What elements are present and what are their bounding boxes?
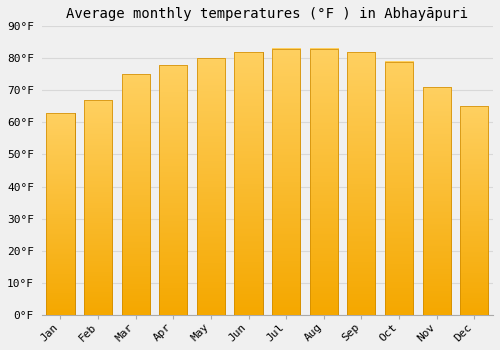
Bar <box>159 65 188 315</box>
Bar <box>422 87 450 315</box>
Bar <box>234 52 262 315</box>
Bar <box>460 106 488 315</box>
Bar <box>84 100 112 315</box>
Bar <box>122 74 150 315</box>
Bar <box>348 52 376 315</box>
Bar <box>385 62 413 315</box>
Bar <box>46 113 74 315</box>
Bar <box>348 52 376 315</box>
Bar <box>122 74 150 315</box>
Bar <box>84 100 112 315</box>
Bar <box>422 87 450 315</box>
Bar <box>310 49 338 315</box>
Bar <box>197 58 225 315</box>
Bar <box>272 49 300 315</box>
Bar <box>272 49 300 315</box>
Bar <box>46 113 74 315</box>
Bar <box>159 65 188 315</box>
Bar <box>460 106 488 315</box>
Bar <box>310 49 338 315</box>
Bar <box>197 58 225 315</box>
Bar <box>234 52 262 315</box>
Bar <box>385 62 413 315</box>
Title: Average monthly temperatures (°F ) in Abhayāpuri: Average monthly temperatures (°F ) in Ab… <box>66 7 468 21</box>
